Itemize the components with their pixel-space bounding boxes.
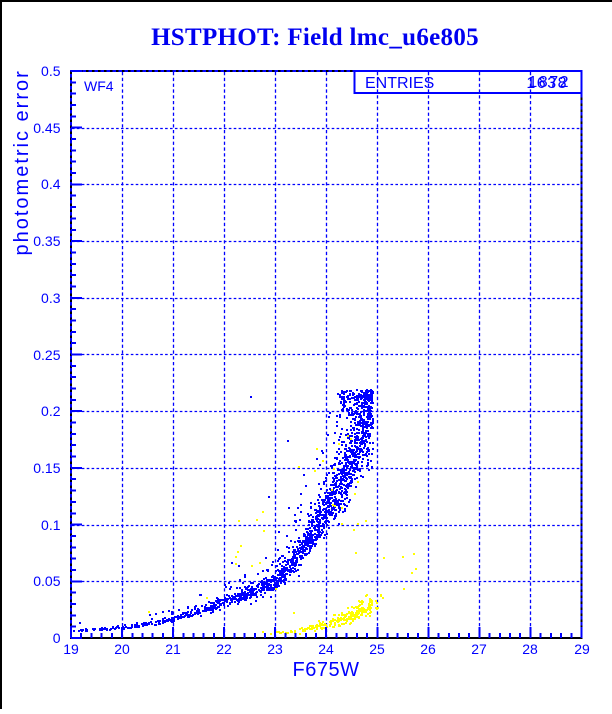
svg-text:0.15: 0.15 [33,460,60,476]
svg-text:1872: 1872 [528,74,570,91]
svg-text:0.5: 0.5 [41,63,61,79]
svg-text:21: 21 [165,641,181,657]
svg-text:0.25: 0.25 [33,347,60,363]
svg-text:ENTRIES: ENTRIES [365,75,434,92]
svg-text:F675W: F675W [293,659,360,681]
svg-text:0.3: 0.3 [41,290,61,306]
svg-text:0.2: 0.2 [41,403,61,419]
svg-text:photometric error: photometric error [11,69,33,255]
svg-text:29: 29 [574,641,590,657]
svg-text:25: 25 [369,641,385,657]
svg-text:HSTPHOT: Field lmc_u6e805: HSTPHOT: Field lmc_u6e805 [151,24,479,51]
svg-text:0: 0 [53,630,61,646]
svg-text:0.1: 0.1 [41,517,61,533]
svg-text:0.35: 0.35 [33,233,60,249]
svg-text:0.45: 0.45 [33,120,60,136]
svg-text:0.05: 0.05 [33,573,60,589]
svg-text:24: 24 [318,641,334,657]
svg-text:20: 20 [114,641,130,657]
svg-text:19: 19 [63,641,79,657]
svg-text:0.4: 0.4 [41,176,61,192]
svg-text:1638: 1638 [526,75,568,92]
svg-text:22: 22 [216,641,232,657]
svg-text:26: 26 [420,641,436,657]
svg-text:WF4: WF4 [84,78,114,94]
svg-text:28: 28 [522,641,538,657]
svg-text:27: 27 [471,641,487,657]
svg-text:23: 23 [267,641,283,657]
